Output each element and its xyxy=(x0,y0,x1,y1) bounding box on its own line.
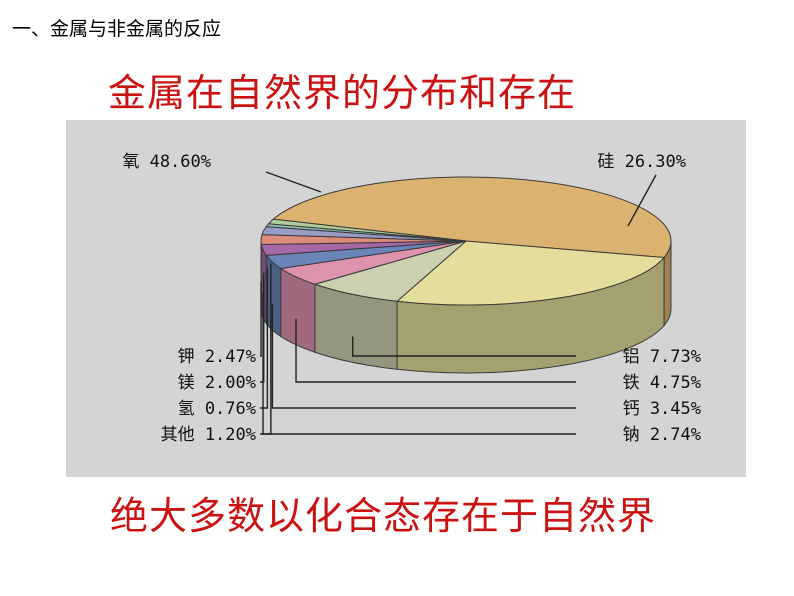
slice-10-leader xyxy=(260,263,272,435)
slice-1-wedge xyxy=(272,176,672,259)
slice-10-wedge xyxy=(267,218,467,242)
slice-1-leader xyxy=(265,171,322,193)
slice-9-leader xyxy=(260,267,269,409)
slice-7-leader xyxy=(260,281,262,357)
slice-8-leader xyxy=(260,272,265,383)
slice-labels: 氧 48.60% 硅 26.30% 铝 7.73% 铁 4.75% 钙 3.45% 钠 2… xyxy=(122,152,701,445)
slice-2-label: 硅 26.30% xyxy=(597,152,686,172)
slice-4-label: 铁 4.75% xyxy=(623,373,701,393)
section-heading: 一、金属与非金属的反应 xyxy=(12,18,222,40)
slice-3-label: 铝 7.73% xyxy=(623,347,701,367)
pie-top xyxy=(260,176,672,306)
leader-lines xyxy=(260,171,657,435)
conclusion-text: 绝大多数以化合态存在于自然界 xyxy=(110,494,657,538)
slice-8-label: 镁 2.00% xyxy=(178,373,256,393)
slice-7-label: 钾 2.47% xyxy=(178,347,256,367)
slice-9-label: 氢 0.76% xyxy=(178,399,256,419)
pie-chart: 氧 48.60% 硅 26.30% 铝 7.73% 铁 4.75% 钙 3.45% 钠 2… xyxy=(122,152,701,445)
slice-5-leader xyxy=(271,304,576,409)
slice-2-leader xyxy=(627,174,657,227)
slice-2-wedge xyxy=(395,240,666,306)
slice-3-leader xyxy=(351,336,576,357)
slice-4-leader xyxy=(295,318,576,383)
slice-6-label: 钠 2.74% xyxy=(623,425,701,445)
pie-chart-panel: 氧 48.60% 硅 26.30% 铝 7.73% 铁 4.75% 钙 3.45% 钠 2… xyxy=(66,120,746,477)
slice-5-label: 钙 3.45% xyxy=(623,399,701,419)
slice-3-wedge xyxy=(313,240,467,302)
slide-title: 金属在自然界的分布和存在 xyxy=(108,71,577,115)
slice-10-label: 其他 1.20% xyxy=(161,425,256,445)
slice-1-label: 氧 48.60% xyxy=(122,152,211,172)
